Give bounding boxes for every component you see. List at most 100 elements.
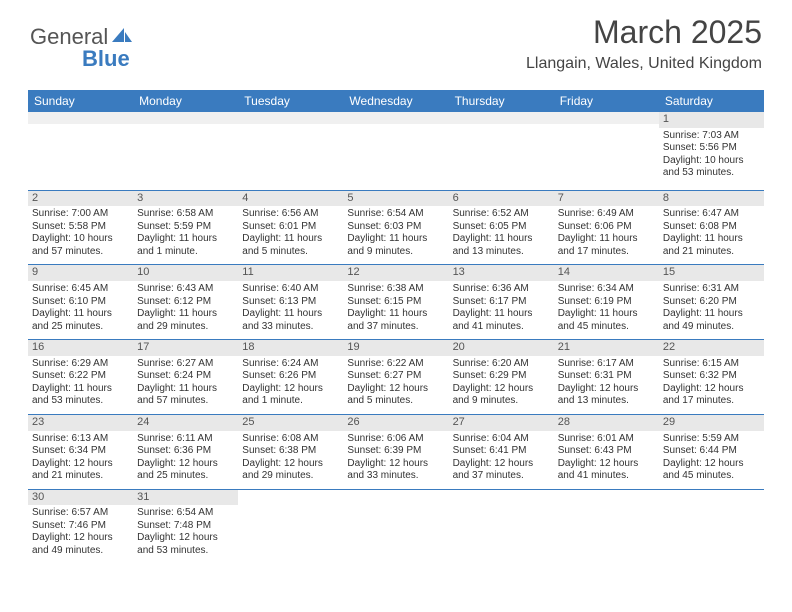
calendar-cell: 22Sunrise: 6:15 AMSunset: 6:32 PMDayligh…	[659, 340, 764, 415]
calendar-cell: 10Sunrise: 6:43 AMSunset: 6:12 PMDayligh…	[133, 265, 238, 340]
sunset-text: Sunset: 6:03 PM	[347, 221, 444, 234]
day-number: 14	[554, 265, 659, 281]
daylight-text: Daylight: 11 hours and 5 minutes.	[242, 233, 339, 258]
calendar-cell: 4Sunrise: 6:56 AMSunset: 6:01 PMDaylight…	[238, 190, 343, 265]
calendar-cell: 19Sunrise: 6:22 AMSunset: 6:27 PMDayligh…	[343, 340, 448, 415]
sunrise-text: Sunrise: 6:11 AM	[137, 433, 234, 446]
sunset-text: Sunset: 6:17 PM	[453, 296, 550, 309]
sunset-text: Sunset: 6:15 PM	[347, 296, 444, 309]
daylight-text: Daylight: 11 hours and 53 minutes.	[32, 383, 129, 408]
calendar-cell: 18Sunrise: 6:24 AMSunset: 6:26 PMDayligh…	[238, 340, 343, 415]
day-header: Monday	[133, 90, 238, 112]
daylight-text: Daylight: 11 hours and 45 minutes.	[558, 308, 655, 333]
daylight-text: Daylight: 11 hours and 41 minutes.	[453, 308, 550, 333]
calendar-cell	[343, 489, 448, 563]
day-header: Sunday	[28, 90, 133, 112]
calendar-cell: 8Sunrise: 6:47 AMSunset: 6:08 PMDaylight…	[659, 190, 764, 265]
calendar-cell	[449, 489, 554, 563]
calendar-cell: 28Sunrise: 6:01 AMSunset: 6:43 PMDayligh…	[554, 414, 659, 489]
sunrise-text: Sunrise: 6:15 AM	[663, 358, 760, 371]
day-number: 24	[133, 415, 238, 431]
calendar-cell: 23Sunrise: 6:13 AMSunset: 6:34 PMDayligh…	[28, 414, 133, 489]
calendar-cell: 2Sunrise: 7:00 AMSunset: 5:58 PMDaylight…	[28, 190, 133, 265]
calendar-cell: 21Sunrise: 6:17 AMSunset: 6:31 PMDayligh…	[554, 340, 659, 415]
sunrise-text: Sunrise: 7:03 AM	[663, 130, 760, 143]
sunset-text: Sunset: 6:06 PM	[558, 221, 655, 234]
sunrise-text: Sunrise: 6:49 AM	[558, 208, 655, 221]
sunset-text: Sunset: 6:38 PM	[242, 445, 339, 458]
sunrise-text: Sunrise: 7:00 AM	[32, 208, 129, 221]
day-number: 17	[133, 340, 238, 356]
calendar-cell: 6Sunrise: 6:52 AMSunset: 6:05 PMDaylight…	[449, 190, 554, 265]
sunrise-text: Sunrise: 6:31 AM	[663, 283, 760, 296]
sunrise-text: Sunrise: 6:27 AM	[137, 358, 234, 371]
calendar-cell: 12Sunrise: 6:38 AMSunset: 6:15 PMDayligh…	[343, 265, 448, 340]
sunrise-text: Sunrise: 6:29 AM	[32, 358, 129, 371]
sunrise-text: Sunrise: 6:24 AM	[242, 358, 339, 371]
daylight-text: Daylight: 12 hours and 33 minutes.	[347, 458, 444, 483]
calendar-cell: 9Sunrise: 6:45 AMSunset: 6:10 PMDaylight…	[28, 265, 133, 340]
day-header: Saturday	[659, 90, 764, 112]
logo-text-2-wrap: Blue	[82, 46, 130, 72]
day-number: 21	[554, 340, 659, 356]
day-number: 25	[238, 415, 343, 431]
daylight-text: Daylight: 12 hours and 25 minutes.	[137, 458, 234, 483]
page-title: March 2025	[526, 14, 762, 51]
location-text: Llangain, Wales, United Kingdom	[526, 55, 762, 73]
daylight-text: Daylight: 11 hours and 9 minutes.	[347, 233, 444, 258]
sunset-text: Sunset: 6:22 PM	[32, 370, 129, 383]
sunset-text: Sunset: 6:44 PM	[663, 445, 760, 458]
sunrise-text: Sunrise: 6:38 AM	[347, 283, 444, 296]
day-number: 20	[449, 340, 554, 356]
daylight-text: Daylight: 11 hours and 17 minutes.	[558, 233, 655, 258]
calendar-cell: 15Sunrise: 6:31 AMSunset: 6:20 PMDayligh…	[659, 265, 764, 340]
sunset-text: Sunset: 6:32 PM	[663, 370, 760, 383]
daylight-text: Daylight: 11 hours and 13 minutes.	[453, 233, 550, 258]
daylight-text: Daylight: 12 hours and 17 minutes.	[663, 383, 760, 408]
sunrise-text: Sunrise: 6:36 AM	[453, 283, 550, 296]
calendar-cell: 5Sunrise: 6:54 AMSunset: 6:03 PMDaylight…	[343, 190, 448, 265]
day-number: 4	[238, 191, 343, 207]
day-number: 1	[659, 112, 764, 128]
calendar-cell: 29Sunrise: 5:59 AMSunset: 6:44 PMDayligh…	[659, 414, 764, 489]
sunset-text: Sunset: 6:05 PM	[453, 221, 550, 234]
daylight-text: Daylight: 12 hours and 5 minutes.	[347, 383, 444, 408]
day-number: 19	[343, 340, 448, 356]
daylight-text: Daylight: 10 hours and 57 minutes.	[32, 233, 129, 258]
sunrise-text: Sunrise: 5:59 AM	[663, 433, 760, 446]
logo-text-2: Blue	[82, 46, 130, 71]
calendar-cell	[238, 112, 343, 190]
sunset-text: Sunset: 6:12 PM	[137, 296, 234, 309]
sunrise-text: Sunrise: 6:04 AM	[453, 433, 550, 446]
daylight-text: Daylight: 12 hours and 13 minutes.	[558, 383, 655, 408]
sunset-text: Sunset: 6:13 PM	[242, 296, 339, 309]
sunset-text: Sunset: 6:19 PM	[558, 296, 655, 309]
day-number: 3	[133, 191, 238, 207]
day-number: 16	[28, 340, 133, 356]
day-number: 9	[28, 265, 133, 281]
sunrise-text: Sunrise: 6:34 AM	[558, 283, 655, 296]
calendar-row: 2Sunrise: 7:00 AMSunset: 5:58 PMDaylight…	[28, 190, 764, 265]
daylight-text: Daylight: 12 hours and 1 minute.	[242, 383, 339, 408]
sunrise-text: Sunrise: 6:01 AM	[558, 433, 655, 446]
calendar-cell: 13Sunrise: 6:36 AMSunset: 6:17 PMDayligh…	[449, 265, 554, 340]
day-number: 26	[343, 415, 448, 431]
calendar-cell: 31Sunrise: 6:54 AMSunset: 7:48 PMDayligh…	[133, 489, 238, 563]
daylight-text: Daylight: 12 hours and 9 minutes.	[453, 383, 550, 408]
sunrise-text: Sunrise: 6:47 AM	[663, 208, 760, 221]
calendar-cell: 27Sunrise: 6:04 AMSunset: 6:41 PMDayligh…	[449, 414, 554, 489]
daylight-text: Daylight: 12 hours and 49 minutes.	[32, 532, 129, 557]
daylight-text: Daylight: 11 hours and 33 minutes.	[242, 308, 339, 333]
day-number: 23	[28, 415, 133, 431]
day-number: 8	[659, 191, 764, 207]
daylight-text: Daylight: 11 hours and 29 minutes.	[137, 308, 234, 333]
sunset-text: Sunset: 6:31 PM	[558, 370, 655, 383]
calendar-cell: 11Sunrise: 6:40 AMSunset: 6:13 PMDayligh…	[238, 265, 343, 340]
sunrise-text: Sunrise: 6:52 AM	[453, 208, 550, 221]
sunset-text: Sunset: 7:46 PM	[32, 520, 129, 533]
calendar-row: 23Sunrise: 6:13 AMSunset: 6:34 PMDayligh…	[28, 414, 764, 489]
calendar-cell: 20Sunrise: 6:20 AMSunset: 6:29 PMDayligh…	[449, 340, 554, 415]
daylight-text: Daylight: 12 hours and 37 minutes.	[453, 458, 550, 483]
daylight-text: Daylight: 12 hours and 41 minutes.	[558, 458, 655, 483]
day-header: Tuesday	[238, 90, 343, 112]
